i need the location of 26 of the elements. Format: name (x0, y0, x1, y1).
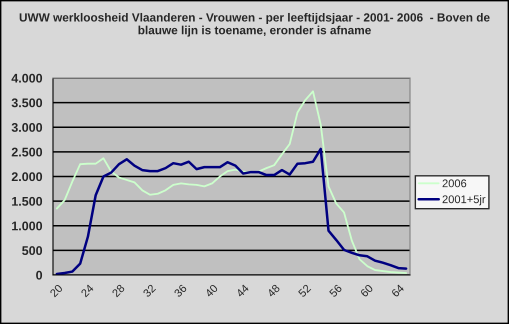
legend-label: 2001+5jr (442, 195, 486, 206)
x-tick-label: 48 (266, 284, 280, 298)
legend-label: 2006 (442, 179, 466, 188)
x-tick-label: 36 (174, 284, 188, 298)
x-tick-label: 20 (49, 284, 64, 298)
x-tick-label: 28 (112, 284, 126, 298)
x-tick-label: 52 (298, 284, 312, 298)
y-tick-label: 3.000 (12, 123, 42, 132)
x-tick-label: 60 (360, 284, 374, 298)
y-tick-label: 4.000 (11, 74, 42, 83)
x-tick-label: 44 (236, 284, 250, 298)
x-tick-label: 32 (142, 284, 156, 298)
line-series (56, 90, 408, 274)
y-tick-label: 1.000 (12, 222, 42, 230)
y-tick-label: 3.500 (12, 98, 42, 108)
x-tick-label: 64 (390, 284, 405, 298)
chart-title: UWW werkloosheid Vlaanderen - Vrouwen - per leeftijdsjaar - 2001- 2006 - Boven de blauwe lijn is toename, eronder is afname (20, 12, 490, 37)
y-tick-label: 1.500 (12, 196, 42, 206)
x-tick-label: 24 (80, 284, 94, 298)
line-series (56, 148, 408, 275)
y-tick-label: 500 (22, 246, 42, 256)
y-tick-label: 2.000 (12, 172, 42, 182)
y-tick-label: 2.500 (12, 148, 42, 157)
x-tick-label: 56 (328, 284, 342, 298)
x-tick-label: 40 (204, 284, 218, 298)
y-tick-label: 0 (36, 270, 42, 280)
